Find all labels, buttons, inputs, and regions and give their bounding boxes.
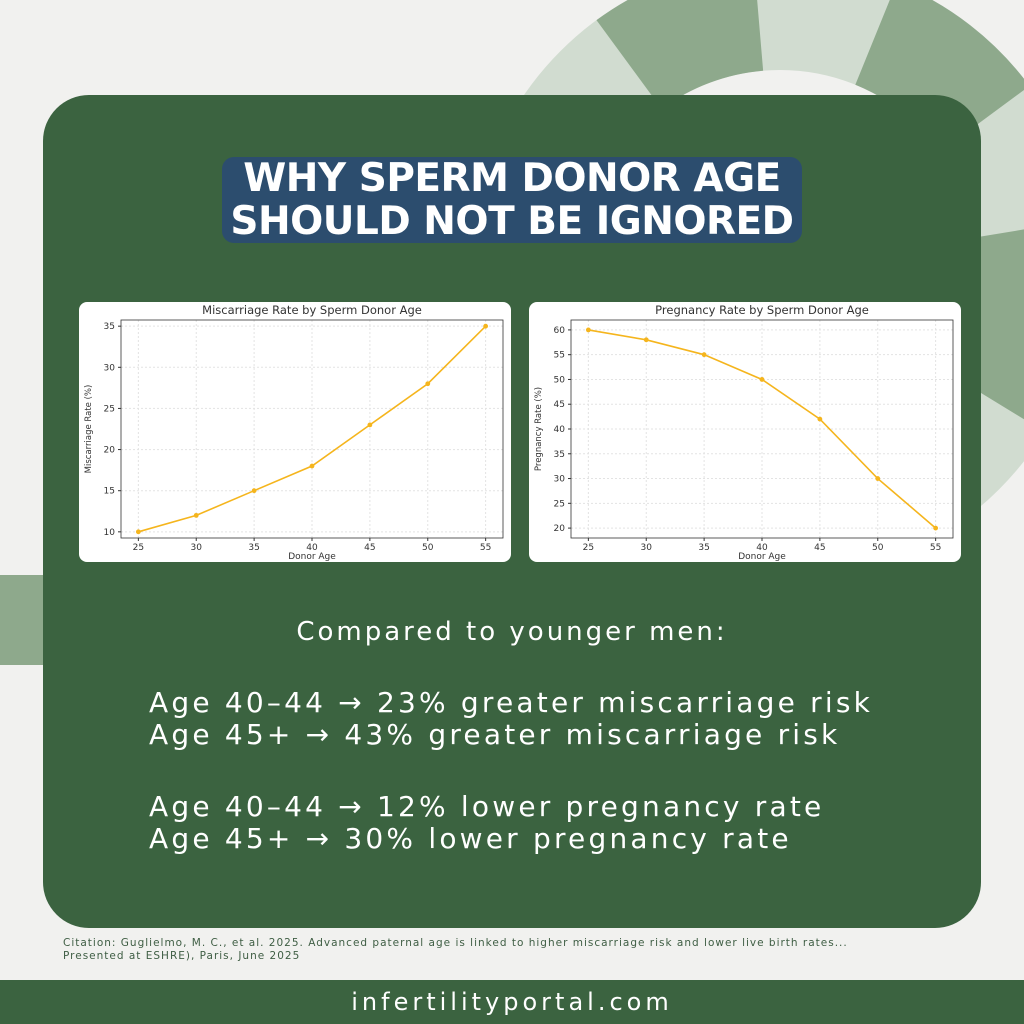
chart0-x-tick-label: 45 [364,543,375,553]
chart1-title: Pregnancy Rate by Sperm Donor Age [655,303,869,317]
chart1-y-tick-label: 30 [554,475,566,485]
chart1-x-tick-label: 25 [583,543,594,553]
chart0-data-point [483,323,489,329]
chart0-data-point [135,529,141,535]
chart1-y-tick-label: 25 [554,499,565,509]
title-block: WHY SPERM DONOR AGE SHOULD NOT BE IGNORE… [43,157,981,243]
chart0-data-point [193,512,199,518]
stat-pregnancy-45-plus: Age 45+ → 30% lower pregnancy rate [149,822,792,855]
pregnancy-chart-svg: 25 30 35 40 45 50 55 20 25 30 35 40 45 50 55 60 Pregnanc… [534,303,954,562]
chart1-data-point [585,327,591,333]
chart1-x-tick-label: 40 [756,543,768,553]
chart0-data-point [425,381,431,387]
title-line-2: SHOULD NOT BE IGNORED [230,199,794,244]
chart0-data-point [309,463,315,469]
chart0-x-tick-label: 30 [191,543,203,553]
chart1-data-point [701,352,707,358]
footer-url[interactable]: infertilityportal.com [351,988,673,1016]
chart1-x-tick-label: 30 [641,543,653,553]
chart1-y-tick-label: 50 [554,375,566,385]
chart0-y-axis-label: Miscarriage Rate (%) [84,385,94,474]
chart1-data-point [933,525,939,531]
chart0-y-tick-label: 10 [104,528,116,538]
footer-bar: infertilityportal.com [0,980,1024,1024]
stat-miscarriage-40-44: Age 40–44 → 23% greater miscarriage risk [149,686,874,719]
chart0-x-tick-label: 55 [480,543,491,553]
chart1-x-tick-label: 55 [930,543,941,553]
pregnancy-chart: 25 30 35 40 45 50 55 20 25 30 35 40 45 50 55 60 Pregnanc… [529,302,961,562]
compare-heading: Compared to younger men: [296,617,728,647]
chart1-y-axis-label: Pregnancy Rate (%) [534,387,544,471]
chart0-y-tick-label: 25 [104,404,115,414]
chart1-x-axis-label: Donor Age [738,552,786,562]
chart1-x-tick-label: 50 [872,543,884,553]
chart0-data-point [367,422,373,428]
chart1-data-point [875,476,881,481]
miscarriage-chart: 25 30 35 40 45 50 55 10 15 20 25 30 35 Miscarriage Ra… [79,302,511,562]
chart0-y-tick-label: 30 [104,363,116,373]
chart0-y-tick-label: 20 [104,446,116,456]
chart1-y-tick-label: 35 [554,450,565,460]
chart0-x-tick-label: 35 [248,543,259,553]
chart0-x-axis-label: Donor Age [288,552,336,562]
chart0-x-tick-label: 25 [133,543,144,553]
chart0-y-tick-label: 35 [104,322,115,332]
page-title: WHY SPERM DONOR AGE SHOULD NOT BE IGNORE… [222,156,802,244]
chart1-y-tick-label: 60 [554,326,566,336]
chart1-y-tick-label: 40 [554,425,566,435]
chart0-axes-frame [120,319,504,539]
chart1-data-point [759,377,765,382]
stat-pregnancy-40-44: Age 40–44 → 12% lower pregnancy rate [149,790,825,823]
chart0-y-tick-label: 15 [104,487,115,497]
chart1-y-tick-label: 45 [554,400,565,410]
chart1-data-point [643,337,649,343]
chart0-x-tick-label: 50 [422,543,434,553]
chart0-data-point [251,488,257,494]
chart1-y-tick-label: 20 [554,524,566,534]
miscarriage-chart-svg: 25 30 35 40 45 50 55 10 15 20 25 30 35 Miscarriage Ra… [84,303,504,562]
chart1-y-tick-label: 55 [554,351,565,361]
chart0-x-tick-label: 40 [306,543,318,553]
stats-list: Age 40–44 → 23% greater miscarriage risk… [149,687,873,855]
main-card: WHY SPERM DONOR AGE SHOULD NOT BE IGNORE… [43,95,981,928]
citation-text: Citation: Guglielmo, M. C., et al. 2025.… [63,937,848,962]
chart1-x-tick-label: 45 [814,543,825,553]
chart1-axes-frame [570,319,954,539]
chart1-data-point [817,416,823,422]
chart0-title: Miscarriage Rate by Sperm Donor Age [202,303,422,317]
stat-miscarriage-45-plus: Age 45+ → 43% greater miscarriage risk [149,718,841,751]
title-line-1: WHY SPERM DONOR AGE [243,156,781,201]
chart1-x-tick-label: 35 [698,543,709,553]
